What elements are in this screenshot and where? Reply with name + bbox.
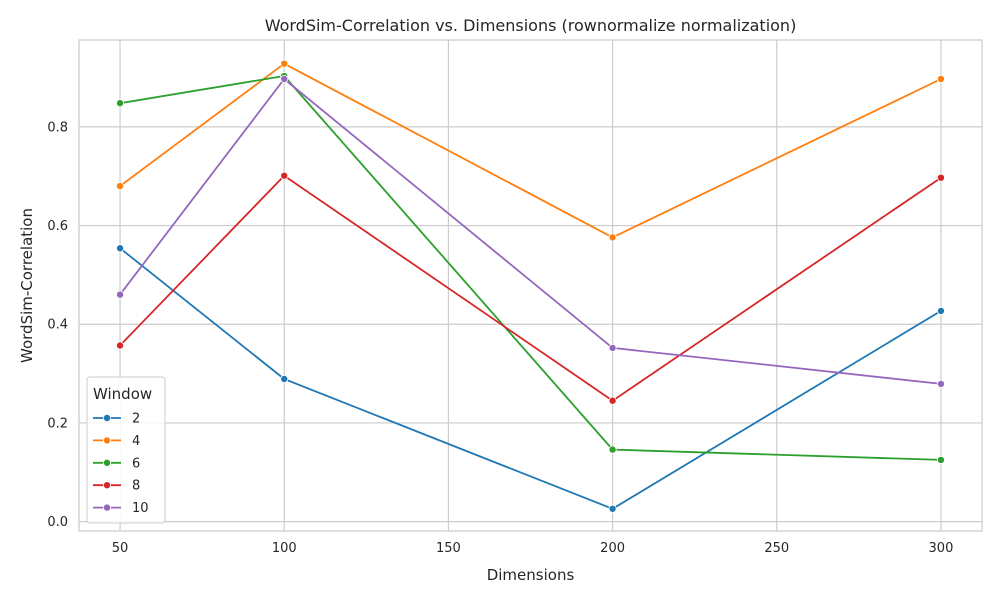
data-point bbox=[116, 341, 125, 350]
data-point bbox=[116, 99, 125, 108]
legend-marker bbox=[103, 413, 112, 422]
data-point bbox=[608, 343, 617, 352]
data-point bbox=[280, 74, 289, 83]
plot-frame bbox=[78, 39, 983, 532]
data-point bbox=[936, 379, 945, 388]
y-axis-ticks: 0.0 0.2 0.4 0.6 0.8 bbox=[47, 120, 68, 530]
data-point bbox=[116, 182, 125, 191]
legend-title: Window bbox=[93, 385, 152, 403]
y-axis-title: WordSim-Correlation bbox=[18, 208, 36, 363]
data-point bbox=[936, 173, 945, 182]
legend-label: 4 bbox=[132, 434, 140, 449]
legend-items: 2 4 6 8 10 bbox=[93, 412, 149, 516]
series-line bbox=[119, 75, 942, 461]
y-tick-label: 0.2 bbox=[47, 416, 68, 431]
series-2 bbox=[116, 244, 945, 513]
grid bbox=[79, 40, 982, 531]
x-tick-label: 50 bbox=[112, 541, 129, 556]
series-line bbox=[119, 174, 942, 402]
y-tick-label: 0.8 bbox=[47, 120, 68, 135]
data-point bbox=[936, 306, 945, 315]
y-tick-label: 0.6 bbox=[47, 219, 68, 234]
legend-item: 8 bbox=[93, 479, 140, 494]
x-tick-label: 250 bbox=[764, 541, 789, 556]
data-point bbox=[280, 171, 289, 180]
legend-marker bbox=[103, 458, 112, 467]
series-line bbox=[119, 247, 942, 510]
series-8 bbox=[116, 171, 945, 405]
x-tick-label: 300 bbox=[929, 541, 954, 556]
data-point bbox=[608, 504, 617, 513]
data-point bbox=[608, 445, 617, 454]
x-tick-label: 100 bbox=[272, 541, 297, 556]
series-6 bbox=[116, 72, 945, 464]
data-point bbox=[608, 233, 617, 242]
data-point bbox=[280, 59, 289, 68]
data-point bbox=[280, 375, 289, 384]
legend-label: 10 bbox=[132, 501, 149, 516]
data-point bbox=[116, 244, 125, 253]
series-10 bbox=[116, 74, 945, 388]
data-point bbox=[116, 290, 125, 299]
x-axis-title: Dimensions bbox=[487, 566, 575, 584]
data-point bbox=[608, 396, 617, 405]
y-tick-label: 0.4 bbox=[47, 318, 68, 333]
chart-title: WordSim-Correlation vs. Dimensions (rown… bbox=[265, 16, 797, 35]
x-axis-ticks: 50 100 150 200 250 300 bbox=[112, 541, 954, 556]
legend-marker bbox=[103, 436, 112, 445]
legend-marker bbox=[103, 481, 112, 490]
legend-label: 8 bbox=[132, 479, 140, 494]
data-point bbox=[936, 74, 945, 83]
legend-item: 10 bbox=[93, 501, 149, 516]
legend-label: 6 bbox=[132, 456, 140, 471]
y-tick-label: 0.0 bbox=[47, 515, 68, 530]
series-layer bbox=[116, 59, 945, 513]
legend: Window 2 4 6 8 10 bbox=[86, 376, 166, 524]
legend-marker bbox=[103, 503, 112, 512]
series-line bbox=[119, 78, 942, 385]
data-point bbox=[936, 455, 945, 464]
series-line bbox=[119, 62, 942, 239]
legend-item: 2 bbox=[93, 412, 140, 427]
x-tick-label: 200 bbox=[600, 541, 625, 556]
x-tick-label: 150 bbox=[436, 541, 461, 556]
series-4 bbox=[116, 59, 945, 242]
legend-item: 6 bbox=[93, 456, 140, 471]
legend-item: 4 bbox=[93, 434, 140, 449]
legend-label: 2 bbox=[132, 412, 140, 427]
